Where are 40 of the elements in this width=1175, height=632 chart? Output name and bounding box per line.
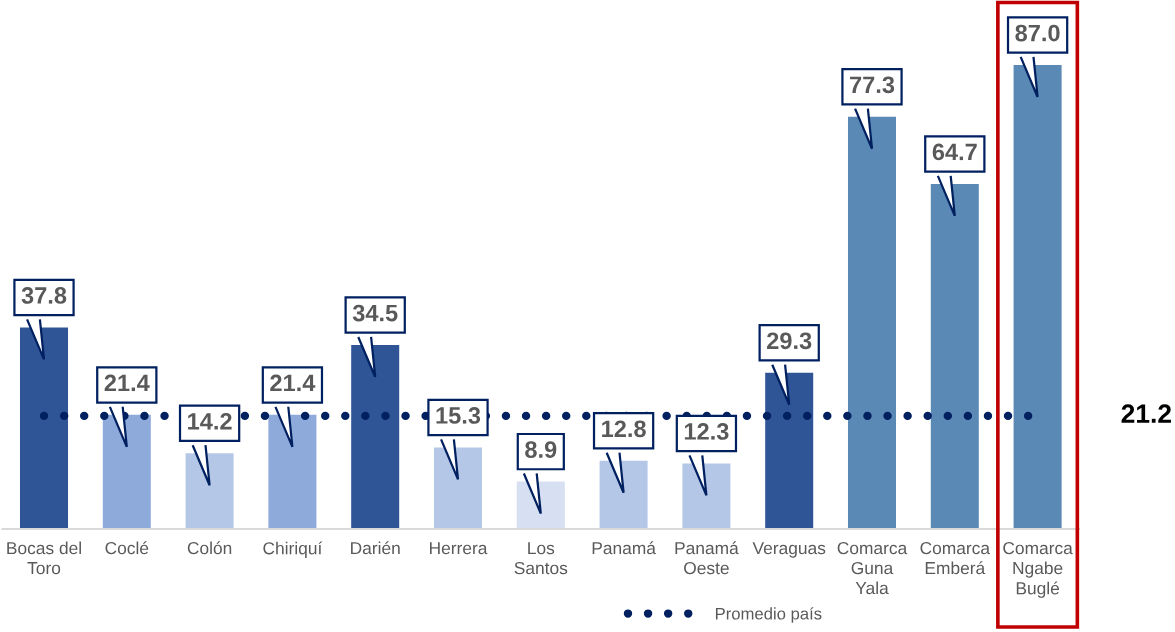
data-label: 29.3 bbox=[767, 332, 812, 350]
bar bbox=[185, 453, 234, 529]
data-label: 34.5 bbox=[352, 304, 398, 322]
bar bbox=[102, 414, 151, 529]
x-tick-label: Darién bbox=[351, 541, 400, 555]
text: 21.2 bbox=[1121, 404, 1171, 423]
x-tick-label: Chiriquí bbox=[263, 541, 323, 558]
data-label: 21.4 bbox=[104, 374, 150, 392]
bar bbox=[268, 414, 317, 529]
bar bbox=[847, 116, 897, 529]
legend-label: Promedio país bbox=[715, 607, 822, 623]
data-label: 8.9 bbox=[525, 441, 557, 458]
data-label: 21.4 bbox=[270, 374, 316, 392]
data-label: 15.3 bbox=[436, 407, 481, 424]
data-label: 87.0 bbox=[1015, 24, 1060, 42]
x-tick-label: Bocas del Toro bbox=[7, 541, 81, 575]
x-tick-label: Comarca Ngabe Buglé bbox=[1003, 541, 1073, 598]
bar bbox=[682, 463, 731, 529]
bar bbox=[765, 372, 814, 529]
x-tick-label: Colón bbox=[187, 541, 232, 555]
bar bbox=[433, 447, 483, 529]
x-tick-label: Comarca Emberá bbox=[920, 541, 991, 575]
data-label: 12.3 bbox=[684, 423, 729, 440]
data-label: 77.3 bbox=[850, 76, 895, 94]
bar bbox=[930, 183, 979, 529]
x-tick-label: Herrera bbox=[430, 542, 488, 555]
x-tick-label: Panamá Oeste bbox=[675, 541, 739, 575]
x-tick-label: Coclé bbox=[105, 541, 149, 555]
x-tick-label: Panamá bbox=[592, 541, 656, 555]
x-tick-label: Los Santos bbox=[514, 542, 568, 575]
bar bbox=[19, 327, 69, 529]
bar bbox=[599, 460, 648, 529]
x-tick-label: Veraguas bbox=[752, 542, 826, 558]
bar bbox=[351, 344, 400, 529]
data-label: 64.7 bbox=[932, 143, 977, 161]
bar bbox=[1013, 64, 1062, 529]
data-label: 12.8 bbox=[602, 420, 646, 438]
x-tick-label: Comarca Guna Yala bbox=[837, 541, 908, 595]
data-label: 14.2 bbox=[188, 412, 232, 430]
data-label: 37.8 bbox=[21, 287, 67, 304]
